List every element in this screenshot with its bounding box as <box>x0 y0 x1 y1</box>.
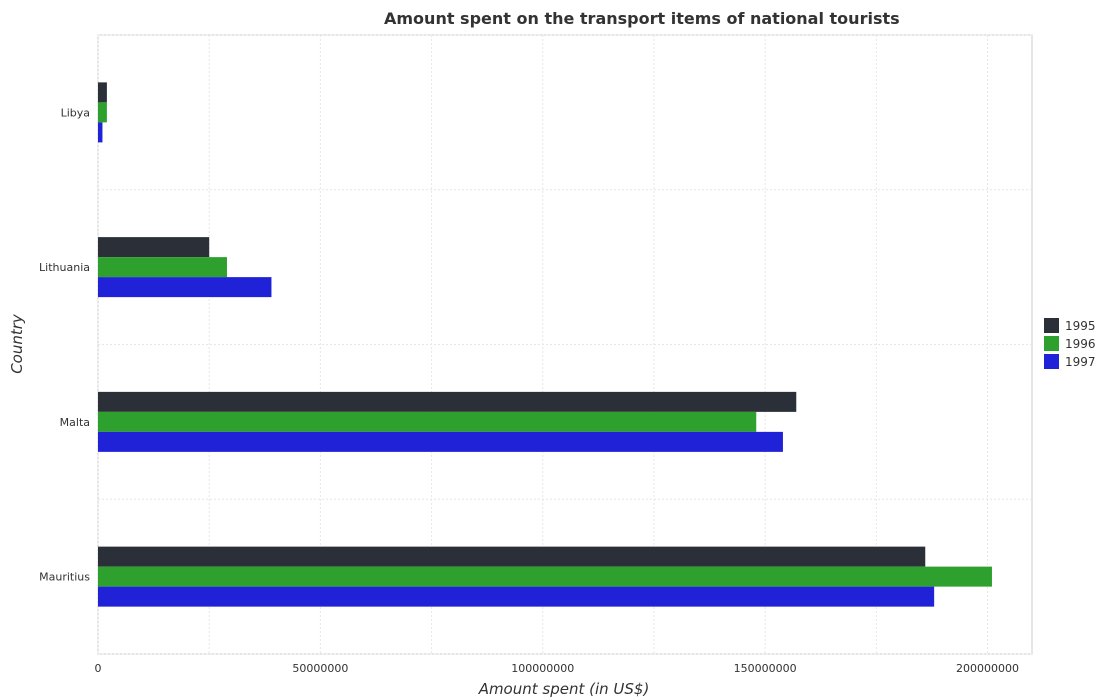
chart-title: Amount spent on the transport items of n… <box>384 9 900 28</box>
bar-1996-libya <box>98 102 107 123</box>
bar-1995-lithuania <box>98 237 210 258</box>
bars <box>98 82 992 607</box>
legend: 1995 1996 1997 <box>1044 318 1096 369</box>
x-axis-title: Amount spent (in US$) <box>478 680 650 698</box>
legend-label-1996: 1996 <box>1065 337 1096 351</box>
x-tick-label: 0 <box>95 662 102 675</box>
legend-swatch-1997 <box>1044 354 1059 369</box>
y-axis-title: Country <box>8 313 26 374</box>
legend-label-1997: 1997 <box>1065 355 1096 369</box>
gridlines <box>97 34 1032 655</box>
bar-1996-malta <box>98 411 757 432</box>
bar-1995-libya <box>98 82 107 103</box>
bar-1997-malta <box>98 431 783 452</box>
x-tick-label: 50000000 <box>292 662 348 675</box>
y-tick-label: Malta <box>60 416 90 429</box>
x-tick-label: 200000000 <box>956 662 1019 675</box>
bar-1997-lithuania <box>98 277 272 298</box>
y-tick-label: Mauritius <box>39 571 90 584</box>
legend-label-1995: 1995 <box>1065 319 1096 333</box>
bar-1997-mauritius <box>98 586 935 607</box>
bar-1996-mauritius <box>98 566 992 587</box>
x-tick-labels: 0 50000000 100000000 150000000 200000000 <box>95 662 1020 675</box>
y-tick-label: Libya <box>61 106 90 119</box>
y-tick-labels: Libya Lithuania Malta Mauritius <box>39 106 90 583</box>
y-tick-label: Lithuania <box>39 261 90 274</box>
bar-1996-lithuania <box>98 257 227 278</box>
x-tick-label: 100000000 <box>511 662 574 675</box>
x-tick-label: 150000000 <box>734 662 797 675</box>
bar-1995-malta <box>98 391 797 412</box>
legend-swatch-1995 <box>1044 318 1059 333</box>
bar-1997-libya <box>98 122 103 143</box>
legend-swatch-1996 <box>1044 336 1059 351</box>
bar-1995-mauritius <box>98 546 926 567</box>
